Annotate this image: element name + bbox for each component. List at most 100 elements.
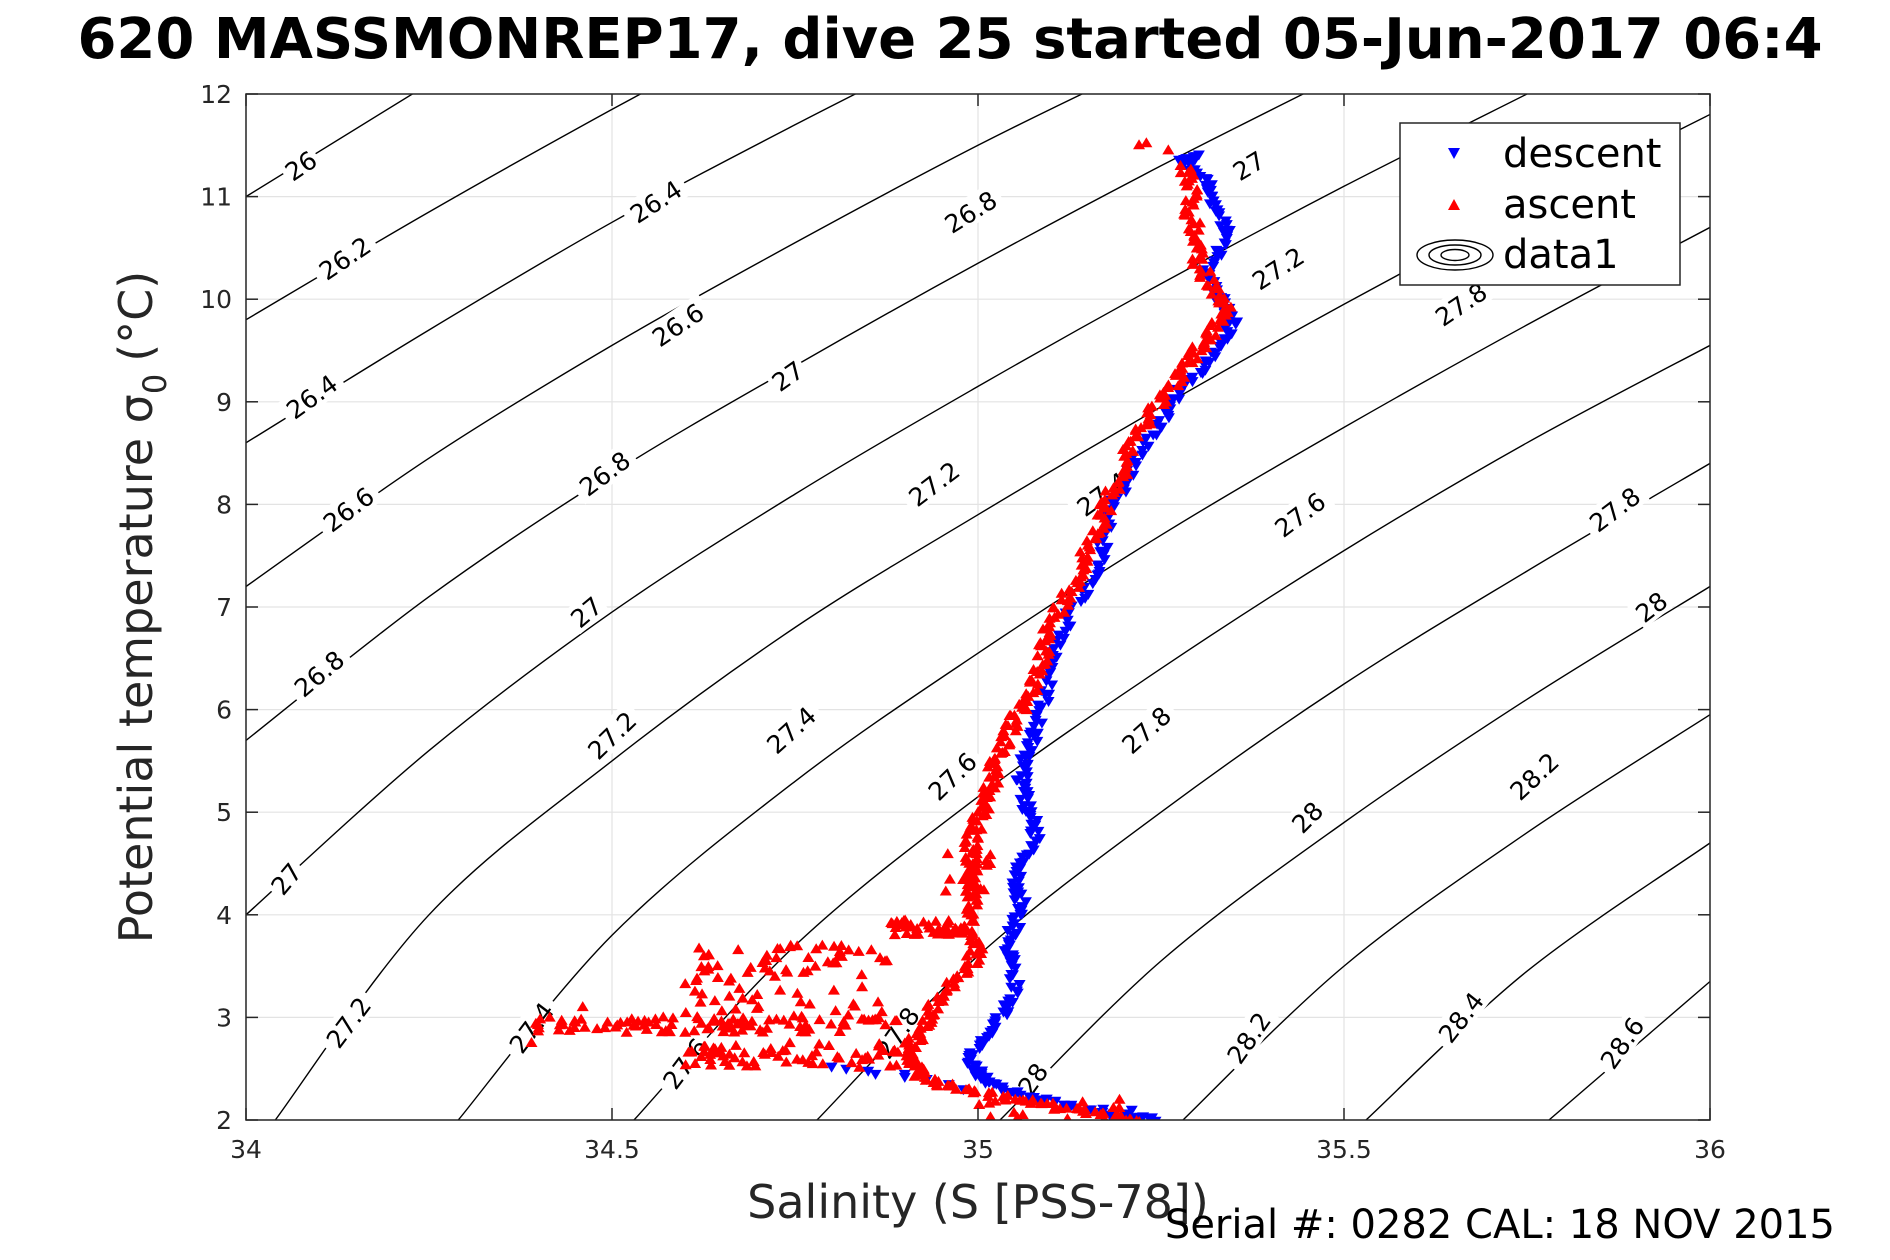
- ascent-point: [1209, 329, 1222, 340]
- ascent-point: [957, 874, 970, 885]
- ascent-point: [810, 943, 823, 954]
- descent-point: [1043, 689, 1056, 700]
- descent-point: [1047, 644, 1060, 655]
- ascent-point: [1099, 501, 1112, 512]
- ascent-point: [737, 1012, 750, 1023]
- contour-label-bg: [1263, 482, 1336, 546]
- descent-point: [1018, 750, 1031, 761]
- ascent-point: [850, 1047, 863, 1058]
- ascent-point: [728, 1052, 741, 1063]
- y-axis-label-unit: (°C): [109, 271, 163, 362]
- x-tick-label: 36: [1694, 1135, 1726, 1164]
- ascent-point: [988, 752, 1001, 763]
- contour-label-bg: [283, 640, 354, 706]
- ascent-point: [984, 849, 997, 860]
- ascent-point: [1192, 224, 1205, 235]
- ascent-point: [598, 1022, 611, 1033]
- ascent-point: [803, 998, 816, 1009]
- ascent-point: [910, 1067, 923, 1078]
- ascent-point: [1162, 379, 1175, 390]
- ascent-point: [665, 1018, 678, 1029]
- ascent-point: [791, 987, 804, 998]
- ascent-point: [1179, 203, 1192, 214]
- ascent-point: [642, 1016, 655, 1027]
- y-tick-label: 11: [200, 183, 232, 212]
- ascent-point: [856, 1054, 869, 1065]
- ascent-point: [984, 791, 997, 802]
- ascent-point: [970, 894, 983, 905]
- ascent-point: [776, 1045, 789, 1056]
- descent-point: [976, 1066, 989, 1077]
- ascent-point: [1217, 304, 1230, 315]
- ascent-point: [1081, 551, 1094, 562]
- contour-label-bg: [1283, 793, 1331, 840]
- ascent-point: [982, 1087, 995, 1098]
- descent-point: [1031, 728, 1044, 739]
- ascent-point: [795, 1010, 808, 1021]
- descent-point: [1219, 216, 1232, 227]
- chart-title: 620 MASSMONREP17, dive 25 started 05-Jun…: [77, 7, 1822, 72]
- data-points: [525, 137, 1244, 1120]
- ascent-point: [816, 939, 829, 950]
- ascent-point: [1208, 274, 1221, 285]
- ascent-point: [813, 1014, 826, 1025]
- y-tick-label: 2: [216, 1106, 232, 1135]
- ascent-point: [985, 1111, 996, 1120]
- ascent-point: [702, 961, 715, 972]
- ascent-point: [1205, 317, 1218, 328]
- ascent-point: [752, 1001, 765, 1012]
- ascent-point: [1076, 1096, 1089, 1107]
- ascent-point: [958, 841, 971, 852]
- ascent-point: [532, 1025, 545, 1036]
- ascent-point: [729, 1003, 742, 1014]
- ascent-point: [922, 1005, 935, 1016]
- ascent-point: [1105, 505, 1118, 516]
- descent-point: [1101, 542, 1114, 553]
- ascent-point: [1024, 1097, 1037, 1108]
- ascent-point: [1040, 645, 1053, 656]
- x-tick-label: 35.5: [1316, 1135, 1372, 1164]
- ascent-point: [928, 1073, 941, 1084]
- ascent-point: [650, 1019, 663, 1030]
- ascent-point: [552, 1024, 565, 1035]
- ascent-point: [741, 966, 754, 977]
- descent-point: [1042, 697, 1055, 708]
- ascent-point: [1031, 650, 1044, 661]
- ascent-point: [1200, 279, 1213, 290]
- ascent-point: [591, 1023, 604, 1034]
- ascent-point: [951, 970, 964, 981]
- ascent-point: [971, 840, 984, 851]
- ascent-point: [887, 1045, 900, 1056]
- density-contour-line: [246, 94, 1528, 916]
- descent-point: [1035, 718, 1048, 729]
- ascent-point: [932, 1003, 945, 1014]
- ascent-point: [698, 1040, 711, 1051]
- ascent-point: [1160, 396, 1173, 407]
- ascent-point: [816, 1058, 829, 1069]
- contour-label-bg: [577, 700, 646, 769]
- ascent-point: [783, 1018, 796, 1029]
- legend: descent ascent data1: [1399, 122, 1681, 286]
- ascent-point: [716, 1020, 729, 1031]
- density-contour-line: [999, 585, 1710, 1120]
- ascent-point: [835, 939, 848, 950]
- ascent-point: [833, 1026, 846, 1037]
- ascent-point: [1077, 569, 1090, 580]
- ascent-point: [715, 1005, 728, 1016]
- ascent-point: [794, 996, 807, 1007]
- ascent-point: [1133, 1115, 1140, 1120]
- descent-point: [1019, 897, 1032, 908]
- descent-point: [1014, 794, 1027, 805]
- ascent-point: [695, 1017, 708, 1028]
- contour-label-bg: [641, 293, 714, 355]
- ascent-point: [966, 811, 979, 822]
- ascent-point: [723, 1018, 736, 1029]
- ascent-point: [875, 1006, 888, 1017]
- ascent-point: [1191, 184, 1204, 195]
- ascent-point: [1205, 288, 1218, 299]
- ascent-point: [1063, 584, 1076, 595]
- descent-point: [1065, 1100, 1078, 1111]
- ascent-point: [611, 1019, 624, 1030]
- ascent-point: [909, 1041, 922, 1052]
- descent-point: [1136, 446, 1149, 457]
